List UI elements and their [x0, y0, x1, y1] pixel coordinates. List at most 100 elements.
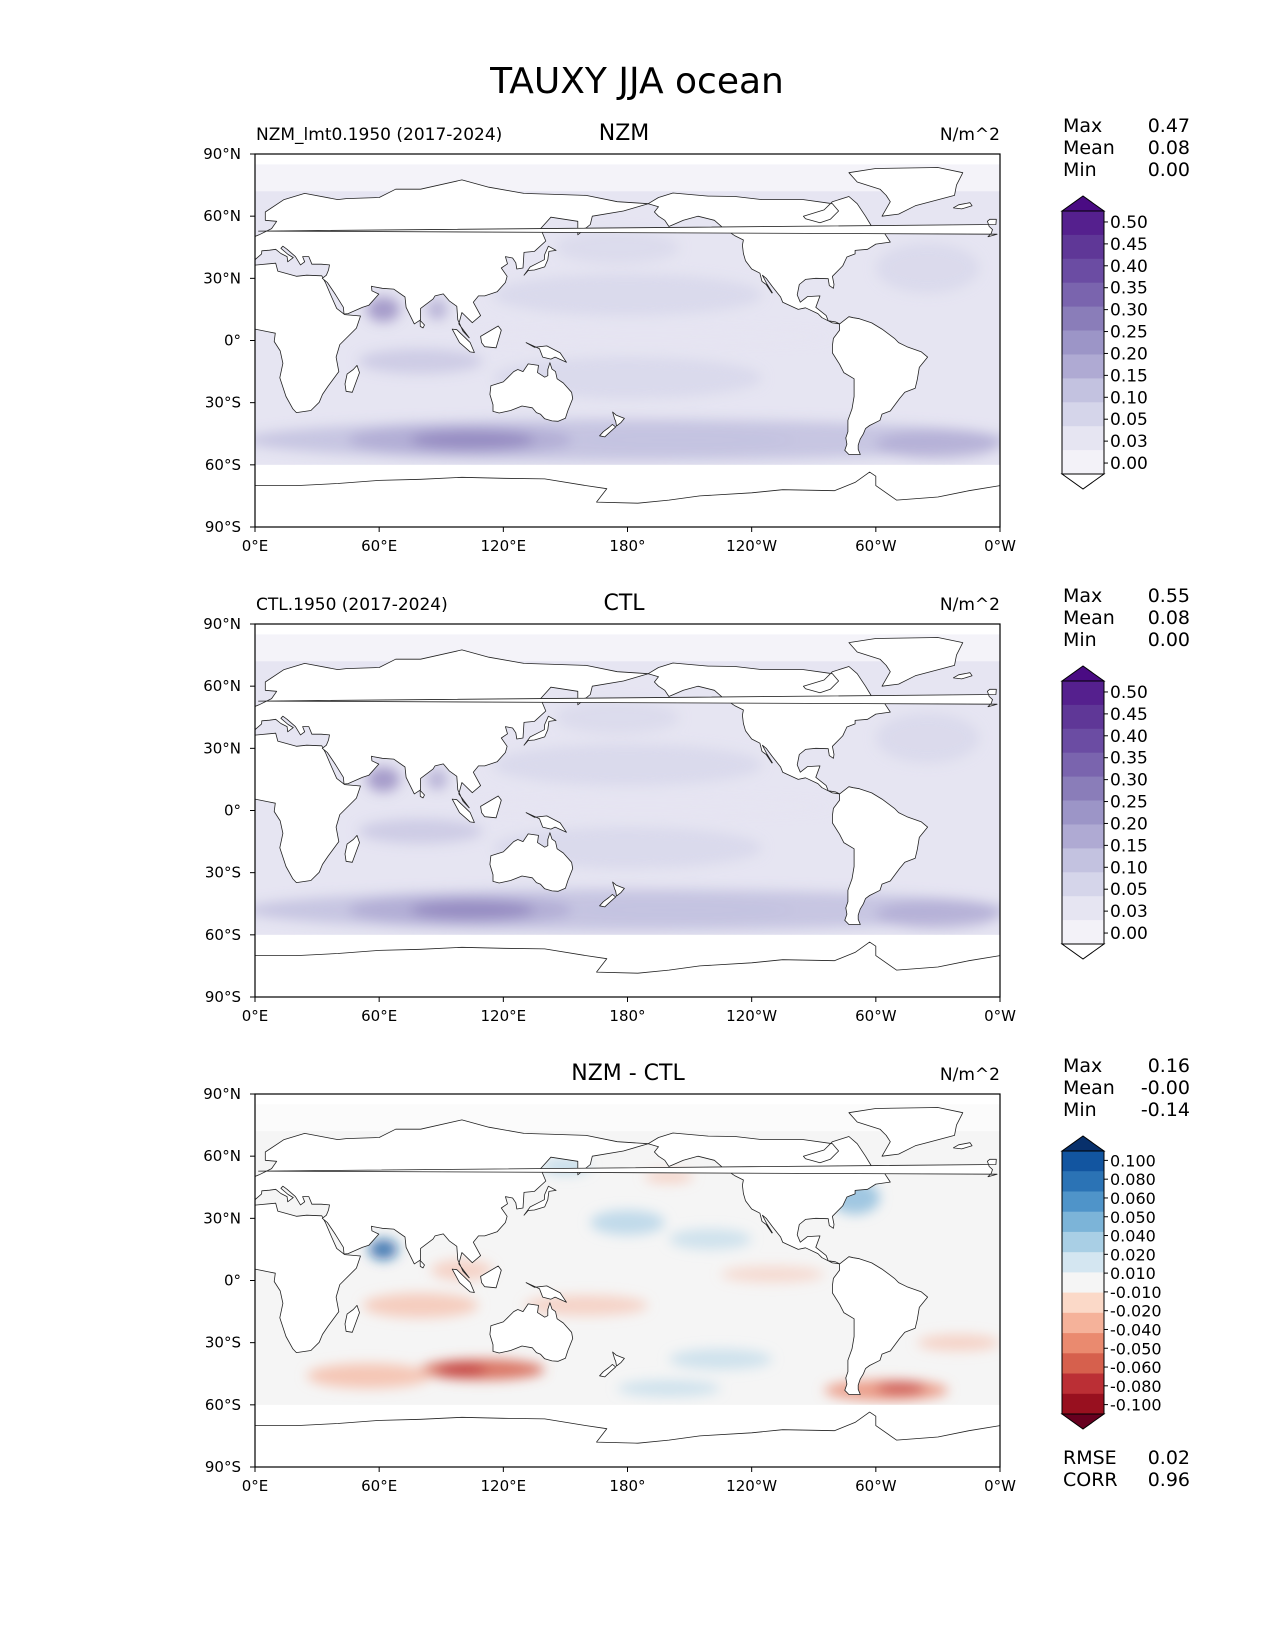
stat-label: Min — [1063, 1099, 1097, 1121]
colorbar-band — [1062, 306, 1104, 331]
landmass-antarctica — [255, 941, 1000, 997]
x-tick-label: 120°W — [726, 1007, 777, 1025]
landmass-eurasia — [255, 649, 649, 809]
stat-label: Min — [1063, 159, 1097, 181]
y-tick-label: 60°N — [203, 1147, 241, 1165]
colorbar-band — [1062, 258, 1104, 284]
landmass-new-zealand-north — [612, 1351, 625, 1367]
x-tick-label: 120°W — [726, 1477, 777, 1495]
landmass-sri-lanka — [419, 790, 425, 799]
colorbar-band — [1062, 681, 1104, 706]
colorbar-band — [1062, 378, 1104, 403]
colorbar-band — [1062, 896, 1104, 921]
colorbar-level-label: 0.060 — [1110, 1189, 1156, 1208]
landmass-greenland — [848, 637, 964, 687]
landmass-sumatra — [451, 328, 475, 353]
landmass-new-zealand-south — [599, 1364, 617, 1378]
colorbar-level-label: 0.20 — [1110, 814, 1148, 834]
colorbar-band — [1062, 800, 1104, 825]
x-tick-label: 120°E — [481, 537, 527, 555]
panel-title: CTL — [603, 591, 645, 616]
x-tick-label: 0°W — [984, 1007, 1016, 1025]
stat-value: 0.47 — [1148, 115, 1190, 137]
landmass-greenland — [848, 167, 964, 217]
metric-value: 0.96 — [1148, 1469, 1190, 1491]
colorbar-extend-min — [1060, 943, 1106, 960]
colorbar-band — [1062, 1292, 1104, 1314]
y-tick-label: 30°S — [205, 394, 241, 412]
landmass-japan — [523, 1185, 557, 1216]
x-tick-label: 120°E — [481, 1007, 527, 1025]
y-tick-label: 60°N — [203, 207, 241, 225]
stat-label: Max — [1063, 1055, 1102, 1077]
field-blob — [875, 899, 1000, 929]
stat-value: -0.14 — [1141, 1099, 1190, 1121]
landmass-eurasia — [255, 179, 649, 339]
colorbar-level-label: -0.100 — [1110, 1396, 1162, 1415]
landmass-sri-lanka — [419, 319, 425, 329]
panel-units: N/m^2 — [940, 125, 1000, 145]
colorbar-frame — [1061, 680, 1105, 945]
panel-units: N/m^2 — [940, 595, 1000, 615]
colorbar-band — [1062, 1373, 1104, 1395]
colorbar-extend-max — [1060, 665, 1106, 682]
y-tick-label: 90°N — [203, 1085, 241, 1103]
field-blob — [306, 1363, 431, 1389]
field-blob — [430, 1259, 493, 1281]
colorbar-level-label: 0.20 — [1110, 344, 1148, 364]
x-tick-label: 180° — [609, 537, 645, 555]
colorbar-level-label: 0.040 — [1110, 1227, 1156, 1246]
landmass-australia — [489, 1302, 574, 1362]
stat-value: 0.00 — [1148, 629, 1190, 651]
colorbar-band — [1062, 1353, 1104, 1374]
field-blob — [875, 243, 980, 293]
landmass-great-britain — [258, 218, 998, 238]
landmass-japan — [523, 245, 557, 276]
colorbar-band — [1062, 450, 1104, 475]
stat-label: Min — [1063, 629, 1097, 651]
colorbar-level-label: 0.15 — [1110, 836, 1148, 856]
landmass-antarctica — [255, 471, 1000, 527]
y-tick-label: 0° — [224, 802, 241, 820]
landmass-iceland — [953, 1142, 973, 1150]
colorbar-band — [1062, 776, 1104, 801]
colorbar-extend-max — [1060, 1135, 1106, 1152]
colorbar-level-label: -0.040 — [1110, 1320, 1162, 1339]
y-tick-label: 90°N — [203, 615, 241, 633]
stat-label: Mean — [1063, 607, 1115, 629]
stat-value: 0.08 — [1148, 607, 1190, 629]
y-tick-label: 30°N — [203, 269, 241, 287]
colorbar-band — [1062, 1231, 1104, 1253]
field-blob — [426, 299, 448, 320]
colorbar-band — [1062, 920, 1104, 945]
landmass-sumatra — [451, 1268, 475, 1293]
y-tick-label: 60°S — [205, 456, 241, 474]
colorbar-band — [1062, 282, 1104, 308]
colorbar-band — [1062, 848, 1104, 873]
y-tick-label: 60°S — [205, 926, 241, 944]
colorbar-level-label: 0.10 — [1110, 388, 1148, 408]
landmass-sumatra — [451, 798, 475, 823]
field-blob — [358, 818, 483, 844]
x-axis: 0°E 60°E 120°E 180° 120°W 60°W 0°W — [242, 527, 1016, 555]
colorbar: 0.500.450.400.350.300.250.200.150.100.05… — [1060, 195, 1148, 490]
field-blob — [437, 1363, 487, 1376]
colorbar-level-label: 0.35 — [1110, 749, 1148, 769]
colorbar-level-label: 0.25 — [1110, 793, 1148, 813]
field-blob — [875, 1382, 926, 1395]
metric-label: CORR — [1063, 1469, 1118, 1491]
landmass-eurasia — [255, 1119, 649, 1279]
map-nzm — [255, 154, 1000, 527]
x-tick-label: 180° — [609, 1477, 645, 1495]
coastlines — [255, 1107, 1000, 1467]
colorbar-level-label: -0.050 — [1110, 1339, 1162, 1358]
colorbar-band — [1062, 704, 1104, 730]
colorbar-band — [1062, 1393, 1104, 1415]
field-blob — [366, 297, 400, 322]
landmass-madagascar — [344, 364, 360, 393]
panel-left-label: NZM_lmt0.1950 (2017-2024) — [256, 125, 502, 145]
y-tick-label: 30°N — [203, 1209, 241, 1227]
colorbar-level-label: -0.060 — [1110, 1358, 1162, 1377]
field-blob — [493, 744, 762, 786]
x-tick-label: 0°E — [242, 1477, 269, 1495]
